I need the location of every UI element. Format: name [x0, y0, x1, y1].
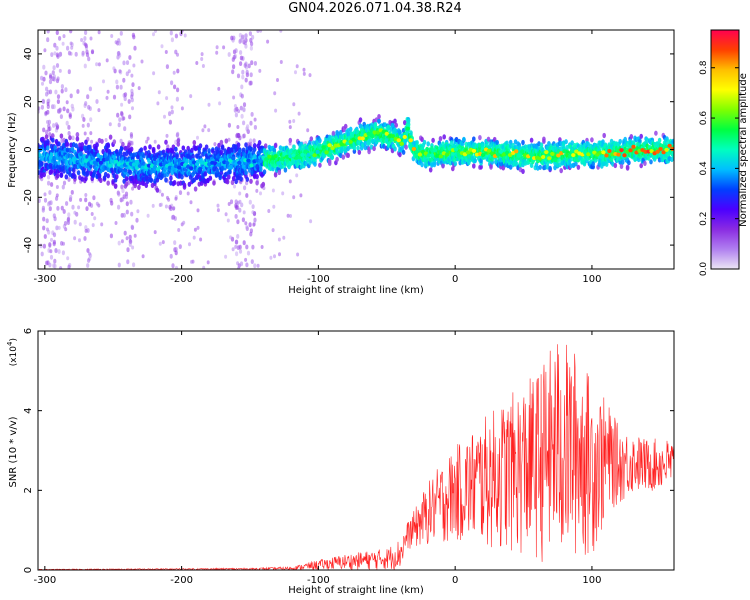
spectrogram-ylabel: Frequency (Hz)	[7, 112, 18, 188]
snr-xtick-label: -200	[170, 575, 193, 586]
colorbar-tick-label: 0.6	[699, 111, 709, 126]
colorbar-tick-label: 0.0	[699, 262, 709, 277]
colorbar-tick-label: 0.2	[699, 212, 709, 226]
colorbar-frame	[710, 29, 740, 270]
spectrogram-ytick-label: 40	[23, 48, 34, 61]
snr-xtick-label: 0	[452, 575, 458, 586]
snr-ytick-label: 0	[23, 567, 34, 573]
snr-panel: -300 -200 -100 0 100 0 2 4 6 Height of straight…	[6, 328, 675, 596]
snr-xlabel: Height of straight line (km)	[288, 585, 424, 596]
spectrogram-xtick-label: -300	[33, 274, 56, 285]
snr-xtick-label: -100	[307, 575, 330, 586]
colorbar: 0.0 0.2 0.4 0.6 0.8 Normalized spectral ampl…	[699, 29, 749, 277]
colorbar-tick-label: 0.4	[699, 161, 709, 176]
spectrogram-xtick-label: -200	[170, 274, 193, 285]
spectrogram-xtick-label: 100	[582, 274, 601, 285]
spectrogram-xtick-label: -100	[307, 274, 330, 285]
snr-ytick-label: 2	[23, 487, 34, 493]
spectrogram-ytick-label: 20	[23, 95, 34, 108]
spectrogram-ridge	[38, 114, 674, 193]
snr-xtick-label: 100	[582, 575, 601, 586]
spectrogram-ytick-label: -40	[23, 237, 34, 253]
snr-series-line	[38, 344, 674, 570]
snr-frame	[37, 330, 675, 571]
snr-ylabel: SNR (10 * v/v)	[8, 416, 19, 487]
snr-xtick-label: -300	[33, 575, 56, 586]
snr-ytick-label: 4	[23, 407, 34, 413]
snr-scale-label: (x104)	[6, 338, 19, 366]
spectrogram-ytick-label: 0	[23, 146, 34, 152]
spectrogram-xtick-label: 0	[452, 274, 458, 285]
snr-plot-area	[38, 344, 674, 570]
colorbar-gradient	[711, 30, 739, 269]
chart-title: GN04.2026.071.04.38.R24	[288, 1, 462, 16]
colorbar-tick-label: 0.8	[699, 60, 709, 75]
spectrogram-xlabel: Height of straight line (km)	[288, 285, 424, 296]
colorbar-label: Normalized spectral amplitude	[738, 73, 749, 227]
snr-ytick-label: 6	[23, 328, 34, 334]
spectrogram-plot-area	[38, 30, 674, 269]
spectrogram-ytick-label: -20	[23, 189, 34, 205]
